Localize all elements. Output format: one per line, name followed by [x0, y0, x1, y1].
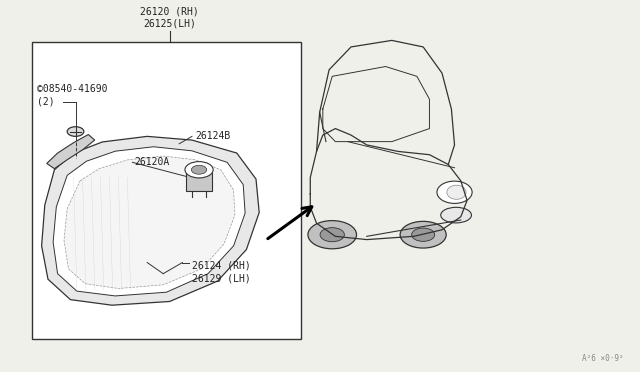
- Circle shape: [400, 221, 446, 248]
- Text: ©08540-41690
(2): ©08540-41690 (2): [37, 84, 108, 107]
- Polygon shape: [42, 137, 259, 305]
- Text: 26120 (RH)
26125(LH): 26120 (RH) 26125(LH): [140, 6, 199, 29]
- Polygon shape: [64, 156, 235, 289]
- Polygon shape: [47, 135, 95, 169]
- Circle shape: [412, 228, 435, 241]
- Bar: [32, 42, 301, 339]
- Polygon shape: [53, 147, 245, 296]
- Circle shape: [67, 127, 84, 137]
- Circle shape: [320, 228, 344, 242]
- Text: 26120A: 26120A: [134, 157, 170, 167]
- Circle shape: [185, 161, 213, 178]
- Circle shape: [191, 165, 207, 174]
- Circle shape: [308, 221, 356, 249]
- Bar: [186, 173, 212, 191]
- Ellipse shape: [447, 185, 466, 199]
- Ellipse shape: [441, 207, 472, 223]
- Text: A²6 ×0·9²: A²6 ×0·9²: [582, 354, 624, 363]
- Ellipse shape: [437, 181, 472, 203]
- Text: 26124B: 26124B: [195, 131, 230, 141]
- Text: 26124 (RH)
26129 (LH): 26124 (RH) 26129 (LH): [192, 261, 251, 283]
